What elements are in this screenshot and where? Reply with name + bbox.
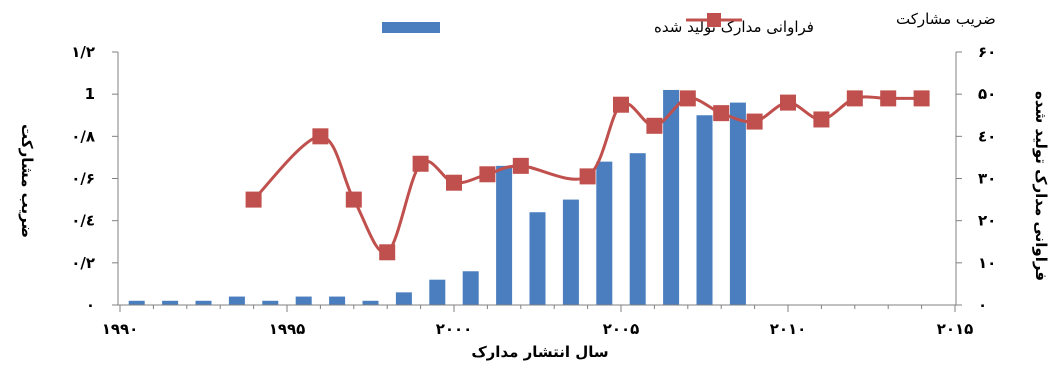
line-point xyxy=(780,94,796,111)
x-tick-label: ۲۰۰۰ xyxy=(436,320,473,338)
bar xyxy=(529,212,546,305)
line-point xyxy=(579,168,596,185)
bar xyxy=(195,300,212,305)
line-point xyxy=(880,90,897,107)
y-left-tick-label: 1 xyxy=(85,85,95,103)
y-left-tick-label: ۰/٤ xyxy=(71,212,95,230)
y-right-tick-label: ۱۰ xyxy=(978,254,996,272)
bar xyxy=(562,199,579,305)
bar xyxy=(429,279,446,305)
y-left-tick-label: ۰/۸ xyxy=(71,127,95,145)
x-tick-label: ۲۰۱۵ xyxy=(937,320,974,338)
y-left-tick-label: ۰/۲ xyxy=(71,254,95,272)
line-point xyxy=(345,191,362,208)
legend-bar-label: فراوانی مدارک تولید شده xyxy=(654,18,814,36)
y-axis-left-title: ضریب مشارکت xyxy=(18,124,36,238)
bar xyxy=(629,153,646,305)
bar xyxy=(395,292,412,305)
bar xyxy=(462,271,479,305)
y-left-tick-label: ۱/۲ xyxy=(71,43,95,61)
line-point xyxy=(846,90,863,107)
line-point xyxy=(412,155,429,172)
bar xyxy=(496,165,513,305)
y-right-tick-label: ۳۰ xyxy=(978,170,996,188)
bar xyxy=(262,300,279,305)
legend-bar-swatch xyxy=(382,22,440,33)
bar xyxy=(228,296,245,305)
bar xyxy=(729,102,746,305)
bar xyxy=(696,115,713,305)
legend-line-marker xyxy=(707,13,721,27)
x-tick-label: ۲۰۱۰ xyxy=(770,320,807,338)
line-point xyxy=(379,244,396,261)
plot-area: ۰ ۰/۲ ۰/٤ ۰/۶ ۰/۸ 1 ۱/۲ ۰ ۱۰ ۲۰ ۳۰ ٤۰ ۵۰ ۶۰ ۱۹۹۰ ۱۹۹۵ ۲۰… xyxy=(71,43,996,338)
line-point xyxy=(245,191,262,208)
x-tick-label: ۱۹۹۵ xyxy=(269,320,306,338)
bar xyxy=(128,300,145,305)
y-axis-right-title: فراوانی مدارک تولید شده xyxy=(1032,91,1050,281)
legend-line-label: ضریب مشارکت xyxy=(896,10,996,28)
y-left-tick-label: ۰ xyxy=(86,296,95,314)
y-right-tick-label: ۰ xyxy=(978,296,987,314)
y-right-tick-label: ۶۰ xyxy=(978,43,996,61)
y-right-tick-label: ٤۰ xyxy=(978,127,996,145)
line-point xyxy=(746,113,763,130)
bar xyxy=(162,300,179,305)
line-point xyxy=(479,166,496,183)
bar xyxy=(295,296,312,305)
x-axis-title: سال انتشار مدارک xyxy=(471,343,608,361)
line-point xyxy=(312,128,329,145)
line-point xyxy=(813,111,830,128)
line-point xyxy=(613,96,629,113)
line-point xyxy=(679,90,696,107)
line-point xyxy=(446,174,462,191)
y-left-tick-label: ۰/۶ xyxy=(71,170,95,188)
bar xyxy=(596,161,613,305)
bar xyxy=(663,89,680,305)
y-right-tick-label: ۵۰ xyxy=(978,85,996,103)
line-point xyxy=(646,117,663,134)
line-point xyxy=(713,105,730,122)
y-right-tick-label: ۲۰ xyxy=(978,212,996,230)
x-tick-label: ۱۹۹۰ xyxy=(102,320,139,338)
line-point xyxy=(913,90,930,107)
bar xyxy=(362,300,379,305)
bar xyxy=(329,296,346,305)
x-tick-label: ۲۰۰۵ xyxy=(603,320,640,338)
line-point xyxy=(512,157,529,174)
legend: فراوانی مدارک تولید شده ضریب مشارکت xyxy=(382,10,996,36)
